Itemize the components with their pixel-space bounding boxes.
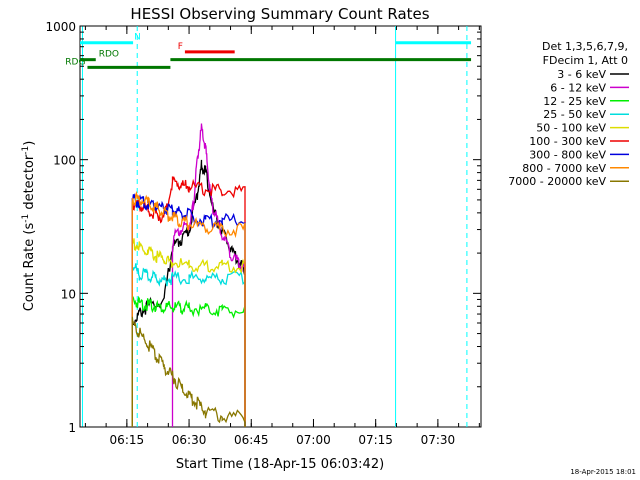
y-tick-label-4: 1000 xyxy=(45,20,76,34)
x-tick-label-3: 06:45 xyxy=(234,433,269,447)
series-line-3 xyxy=(131,295,246,427)
y-axis-label: Count Rate (s-1 detector-1) xyxy=(21,141,37,312)
flag-label-f: F xyxy=(178,42,183,52)
legend-header-line-1: Det 1,3,5,6,7,9, xyxy=(542,40,628,53)
series-line-8 xyxy=(131,190,246,427)
x-axis: 06:15 06:30 06:45 07:00 07:15 07:30 xyxy=(84,26,480,447)
legend-label-3: 12 - 25 keV xyxy=(543,95,606,108)
y-tick-label-3: 100 xyxy=(53,154,76,168)
legend-label-2: 6 - 12 keV xyxy=(550,81,606,94)
x-tick-label-1: 06:15 xyxy=(110,433,145,447)
series-line-9 xyxy=(131,316,246,427)
legend-label-6: 100 - 300 keV xyxy=(529,135,606,148)
flag-bars: N F RDO RDG xyxy=(65,33,472,69)
series-layer xyxy=(131,123,246,427)
legend-label-1: 3 - 6 keV xyxy=(557,68,606,81)
x-tick-label-6: 07:30 xyxy=(421,433,456,447)
x-tick-label-4: 07:00 xyxy=(296,433,331,447)
x-axis-label: Start Time (18-Apr-15 06:03:42) xyxy=(176,457,384,472)
y-axis: 1 10 100 1000 xyxy=(45,20,481,435)
plot-frame xyxy=(79,25,482,428)
series-line-2 xyxy=(171,123,246,427)
series-line-4 xyxy=(131,263,246,427)
flag-label-n: N xyxy=(134,33,141,43)
legend-header-line-2: FDecim 1, Att 0 xyxy=(543,54,628,67)
vertical-markers xyxy=(81,26,468,427)
footer-timestamp: 18-Apr-2015 18:01 xyxy=(570,468,636,476)
series-line-5 xyxy=(131,238,246,427)
legend: Det 1,3,5,6,7,9, FDecim 1, Att 0 3 - 6 k… xyxy=(508,40,629,188)
x-tick-label-5: 07:15 xyxy=(358,433,393,447)
y-tick-label-2: 10 xyxy=(61,287,76,301)
flag-label-rdg: RDG xyxy=(65,57,85,67)
series-line-6 xyxy=(131,175,246,427)
legend-label-5: 50 - 100 keV xyxy=(536,122,606,135)
legend-label-9: 7000 - 20000 keV xyxy=(508,175,606,188)
x-tick-label-2: 06:30 xyxy=(172,433,207,447)
legend-label-7: 300 - 800 keV xyxy=(529,148,606,161)
legend-label-4: 25 - 50 keV xyxy=(543,108,606,121)
y-tick-label-1: 1 xyxy=(68,421,76,435)
flag-label-rdo: RDO xyxy=(99,50,119,60)
chart-title: HESSI Observing Summary Count Rates xyxy=(130,5,429,23)
legend-label-8: 800 - 7000 keV xyxy=(522,162,606,175)
